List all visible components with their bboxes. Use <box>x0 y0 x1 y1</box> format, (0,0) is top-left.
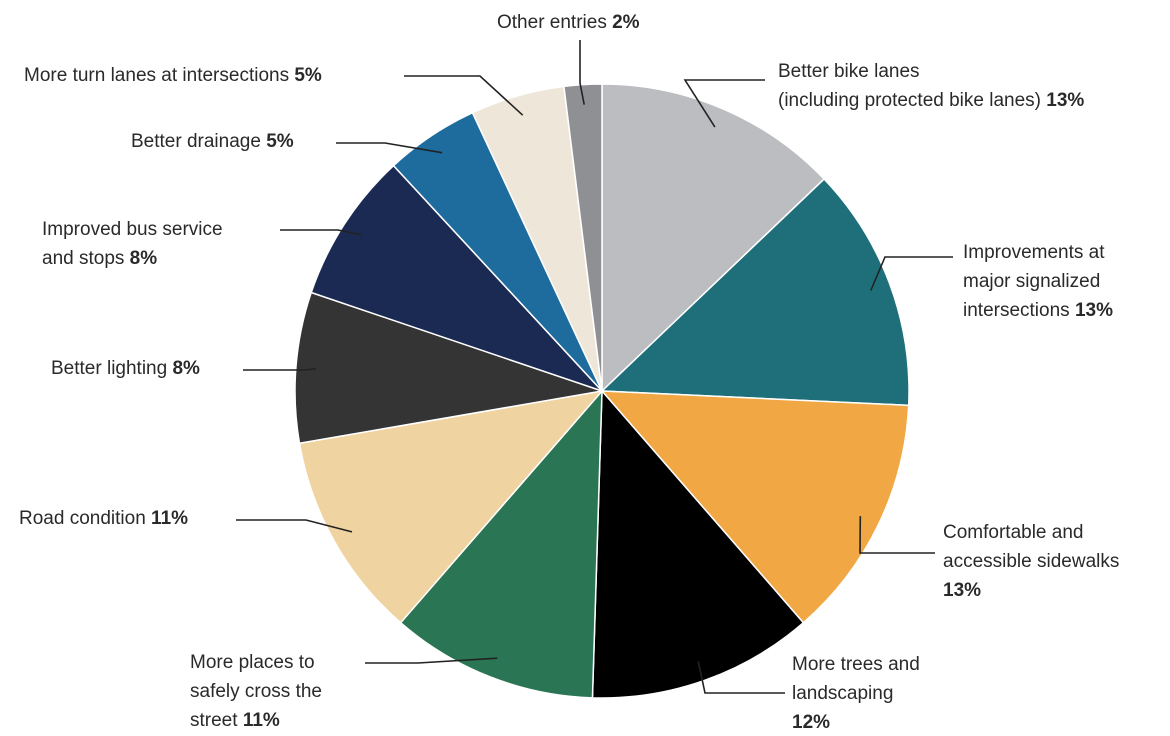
value-label-sidewalks: 13% <box>943 580 981 601</box>
slice-better-bike-lanes-including-protected-bike-lanes <box>601 83 826 393</box>
leader-line-better-lighting <box>243 367 316 371</box>
value-label-better-drainage: 5% <box>266 131 294 152</box>
slice-better-lighting <box>294 291 603 445</box>
leader-line-more-turn-lanes-at-intersections <box>404 75 524 116</box>
slice-comfortable-and-accessible-sidewalks <box>600 390 910 624</box>
value-label-road-condition: 11% <box>151 508 188 529</box>
label-road-condition: Road condition 11% <box>19 508 188 529</box>
label-turn-lanes: More turn lanes at intersections 5% <box>24 65 322 86</box>
slice-improvements-at-major-signalized-intersections <box>600 177 910 407</box>
slice-more-places-to-safely-cross-the-street <box>399 388 603 699</box>
slice-more-trees-and-landscaping <box>591 389 805 699</box>
label-better-drainage: Better drainage 5% <box>131 131 294 152</box>
leader-line-more-places-to-safely-cross-the-street <box>365 657 498 664</box>
leader-line-other-entries <box>579 40 585 105</box>
slice-road-condition <box>298 389 604 624</box>
value-label-other-entries: 2% <box>612 12 640 33</box>
slice-other-entries <box>563 83 603 392</box>
label-trees-landscaping: More trees and landscaping 12% <box>792 654 925 733</box>
value-label-bus-service: 8% <box>130 248 158 269</box>
label-better-bike-lanes: Better bike lanes (including protected b… <box>778 61 1084 111</box>
value-label-turn-lanes: 5% <box>294 65 322 86</box>
label-sidewalks: Comfortable and accessible sidewalks 13% <box>943 522 1125 601</box>
label-places-to-cross: More places to safely cross the street 1… <box>190 652 327 731</box>
value-label-better-bike-lanes: 13% <box>1046 90 1084 111</box>
leader-line-road-condition <box>236 519 353 533</box>
label-better-lighting: Better lighting 8% <box>51 358 200 379</box>
label-other-entries: Other entries 2% <box>497 12 640 33</box>
leader-line-improved-bus-service-and-stops <box>280 229 362 236</box>
label-bus-service: Improved bus service and stops 8% <box>42 219 228 269</box>
value-label-signalized-intersections: 13% <box>1075 300 1113 321</box>
pie-slices <box>294 83 910 699</box>
slice-improved-bus-service-and-stops <box>310 164 603 392</box>
leader-line-more-trees-and-landscaping <box>697 661 785 694</box>
leader-lines <box>236 40 953 694</box>
value-label-better-lighting: 8% <box>172 358 200 379</box>
leader-line-improvements-at-major-signalized-intersections <box>870 256 953 291</box>
leader-line-better-bike-lanes-including-protected-bike-lanes <box>683 79 765 128</box>
leader-line-better-drainage <box>336 142 443 154</box>
leader-line-comfortable-and-accessible-sidewalks <box>859 516 935 554</box>
label-signalized-intersections: Improvements at major signalized interse… <box>963 242 1113 321</box>
value-label-trees-landscaping: 12% <box>792 712 830 733</box>
value-label-places-to-cross: 11% <box>243 710 280 731</box>
